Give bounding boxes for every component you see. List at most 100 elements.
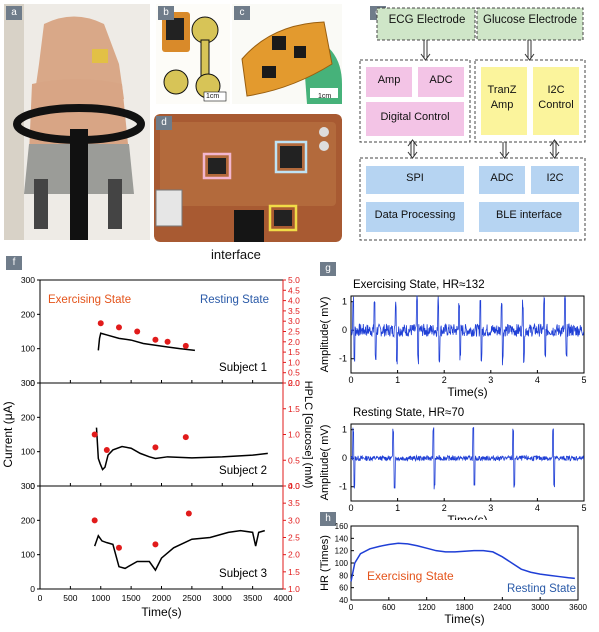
i2c-control-box bbox=[533, 67, 579, 135]
annotation-exercising: Exercising State bbox=[48, 294, 131, 306]
hplc-point bbox=[115, 324, 122, 331]
digital-control-box bbox=[366, 102, 464, 136]
y2-tick-label: 2.5 bbox=[288, 327, 300, 337]
hplc-point bbox=[152, 541, 159, 548]
hplc-point bbox=[182, 342, 189, 349]
y2-tick-label: 5.0 bbox=[288, 275, 300, 285]
annotation-resting: Resting State bbox=[200, 294, 269, 306]
amp-box bbox=[366, 67, 412, 97]
adc-label-1: ADC bbox=[429, 74, 453, 86]
y2-tick-label: 2.0 bbox=[288, 550, 300, 560]
photo-flexible-patch bbox=[156, 4, 230, 104]
y-tick-label: 0 bbox=[30, 481, 35, 491]
adc-box-1 bbox=[418, 67, 464, 97]
y-tick-label: 80 bbox=[339, 571, 348, 580]
amp-label: Amp bbox=[377, 74, 401, 86]
y2-tick-label: 0.5 bbox=[288, 368, 300, 378]
adc-label-2: ADC bbox=[490, 172, 514, 184]
y2-tick-label: 1.5 bbox=[288, 347, 300, 357]
y-tick-label: 40 bbox=[339, 596, 348, 605]
annotation-resting: Resting State bbox=[507, 583, 576, 595]
x-tick-label: 0 bbox=[348, 503, 353, 513]
x-tick-label: 3 bbox=[488, 375, 493, 385]
y2-tick-label: 2.0 bbox=[288, 378, 300, 388]
y-tick-label: 300 bbox=[21, 481, 35, 491]
y2-tick-label: 0.5 bbox=[288, 455, 300, 465]
hplc-point bbox=[152, 444, 159, 451]
x-tick-label: 500 bbox=[63, 593, 77, 603]
y2-tick-label: 1.0 bbox=[288, 584, 300, 594]
panel-label-a: a bbox=[6, 6, 22, 20]
y-axis-label: Amplitude( mV) bbox=[319, 425, 331, 501]
x-tick-label: 2400 bbox=[493, 603, 511, 612]
spi-label: SPI bbox=[406, 172, 424, 184]
digital-control-label: Digital Control bbox=[380, 111, 450, 123]
hplc-point bbox=[164, 338, 171, 345]
y-tick-label: 0 bbox=[342, 453, 347, 463]
chart-g-ecg: Exercising State, HR≈132 -1 0 1 0 1 2 3 4 5 Time(s… bbox=[319, 279, 587, 520]
y2-tick-label: 3.0 bbox=[288, 515, 300, 525]
hplc-point bbox=[115, 544, 122, 551]
y-tick-label: 200 bbox=[21, 515, 35, 525]
glucose-electrode-box bbox=[476, 7, 584, 41]
x-tick-label: 1 bbox=[395, 503, 400, 513]
y2-tick-label: 3.0 bbox=[288, 316, 300, 326]
panel-label-b: b bbox=[158, 6, 174, 20]
x-axis-label: Time(s) bbox=[447, 513, 487, 520]
y2-tick-label: 3.5 bbox=[288, 498, 300, 508]
hplc-point bbox=[91, 431, 98, 438]
i2c-box bbox=[531, 166, 579, 194]
annotation-exercising: Exercising State bbox=[367, 569, 454, 583]
ecg-frame bbox=[350, 423, 585, 502]
y-tick-label: -1 bbox=[339, 354, 347, 364]
data-processing-box bbox=[366, 202, 464, 232]
subject-label: Subject 1 bbox=[219, 362, 267, 374]
x-tick-label: 5 bbox=[581, 375, 586, 385]
panel-label-h: h bbox=[320, 512, 336, 526]
ble-interface-box bbox=[479, 202, 579, 232]
x-tick-label: 1 bbox=[395, 375, 400, 385]
x-tick-label: 0 bbox=[349, 603, 354, 612]
y2-tick-label: 1.5 bbox=[288, 567, 300, 577]
hplc-point bbox=[91, 517, 98, 524]
spi-box bbox=[366, 166, 464, 194]
scale-bar-c: 1cm bbox=[318, 93, 332, 100]
x-tick-label: 2000 bbox=[152, 593, 171, 603]
y2-tick-label: 3.5 bbox=[288, 306, 300, 316]
x-tick-label: 3600 bbox=[569, 603, 587, 612]
y2-axis-label: HPLC [Glucose] (mM) bbox=[302, 381, 314, 489]
y2-tick-label: 2.5 bbox=[288, 533, 300, 543]
ecg-frame bbox=[350, 295, 585, 374]
y2-tick-label: 4.0 bbox=[288, 481, 300, 491]
y2-tick-label: 1.5 bbox=[288, 404, 300, 414]
hplc-point bbox=[97, 320, 104, 327]
block-diagram bbox=[359, 7, 586, 241]
x-tick-label: 600 bbox=[382, 603, 396, 612]
y2-tick-label: 0.0 bbox=[288, 481, 300, 491]
hr-line bbox=[350, 542, 575, 582]
i2c-control-label: I2C Control bbox=[538, 84, 574, 111]
photo-pcb-layout bbox=[154, 114, 342, 242]
y-tick-label: -1 bbox=[339, 482, 347, 492]
panel-label-d: d bbox=[156, 116, 172, 130]
y-tick-label: 0 bbox=[30, 378, 35, 388]
y-tick-label: 300 bbox=[21, 378, 35, 388]
current-line bbox=[97, 332, 195, 352]
x-axis-label: Time(s) bbox=[447, 385, 487, 399]
x-tick-label: 1200 bbox=[418, 603, 436, 612]
ecg-electrode-box bbox=[376, 7, 476, 41]
ecg-title: Resting State, HR≈70 bbox=[353, 407, 464, 419]
x-tick-label: 1000 bbox=[91, 593, 110, 603]
y-tick-label: 200 bbox=[21, 412, 35, 422]
x-tick-label: 3000 bbox=[531, 603, 549, 612]
x-tick-label: 4 bbox=[535, 503, 540, 513]
y-tick-label: 100 bbox=[21, 447, 35, 457]
x-tick-label: 0 bbox=[38, 593, 43, 603]
current-line bbox=[95, 427, 268, 471]
chart-h-heart-rate: 40 60 80 100 120 140 160 0 600 1200 1800 2400 3000 36… bbox=[319, 522, 587, 626]
y-axis-label: Amplitude( mV) bbox=[319, 297, 331, 373]
ecg-electrode-label: ECG Electrode bbox=[388, 14, 466, 26]
x-tick-label: 0 bbox=[348, 375, 353, 385]
y-tick-label: 1 bbox=[342, 425, 347, 435]
hplc-point bbox=[185, 510, 192, 517]
